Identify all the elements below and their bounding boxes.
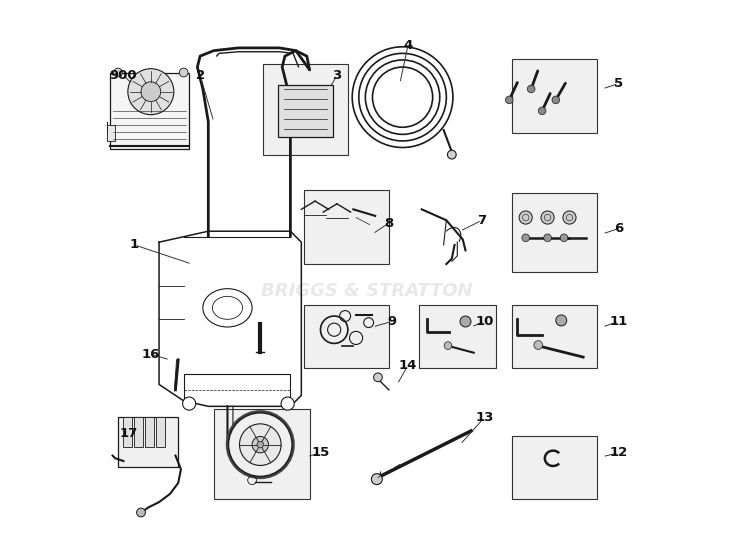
Bar (214, 409, 310, 499)
Circle shape (541, 211, 554, 224)
Circle shape (252, 437, 269, 453)
Circle shape (137, 508, 145, 517)
Circle shape (228, 413, 292, 476)
Circle shape (183, 397, 196, 410)
Bar (263, 64, 348, 155)
Text: 13: 13 (476, 411, 494, 424)
Circle shape (257, 441, 264, 448)
Circle shape (519, 211, 532, 224)
Text: 3: 3 (333, 69, 341, 82)
Circle shape (552, 96, 559, 104)
Text: 16: 16 (142, 348, 160, 361)
Circle shape (506, 96, 513, 104)
Bar (419, 305, 495, 368)
Circle shape (371, 474, 382, 485)
Bar (512, 305, 597, 368)
Circle shape (556, 315, 567, 326)
Bar (512, 437, 597, 499)
Circle shape (527, 85, 535, 93)
Bar (304, 190, 389, 264)
Circle shape (522, 234, 529, 241)
Circle shape (563, 211, 576, 224)
Circle shape (281, 397, 294, 410)
Text: 4: 4 (404, 39, 413, 52)
Bar (145, 417, 153, 447)
Text: 5: 5 (614, 77, 623, 90)
Circle shape (560, 234, 568, 241)
Text: 1: 1 (130, 238, 139, 251)
Text: BRIGGS & STRATTON: BRIGGS & STRATTON (261, 282, 473, 300)
Bar (134, 417, 142, 447)
Circle shape (141, 82, 161, 102)
Text: 9: 9 (387, 315, 396, 328)
Circle shape (444, 342, 452, 349)
Text: 900: 900 (109, 69, 137, 82)
Bar (110, 73, 189, 149)
FancyBboxPatch shape (278, 85, 333, 137)
Circle shape (239, 424, 281, 465)
Bar (107, 124, 115, 141)
Text: 12: 12 (610, 447, 628, 459)
Circle shape (544, 234, 551, 241)
Text: 11: 11 (610, 315, 628, 328)
Bar (118, 417, 178, 466)
Bar (304, 305, 389, 368)
Text: 2: 2 (195, 69, 205, 82)
Text: 17: 17 (120, 427, 138, 440)
Bar (123, 417, 131, 447)
Circle shape (534, 340, 542, 349)
Circle shape (374, 373, 382, 382)
Circle shape (179, 68, 188, 77)
Text: 7: 7 (477, 214, 487, 227)
Bar (512, 59, 597, 133)
Circle shape (114, 68, 123, 77)
Text: 10: 10 (476, 315, 494, 328)
Circle shape (128, 69, 174, 114)
Text: 14: 14 (399, 359, 417, 372)
Bar (156, 417, 164, 447)
Text: 6: 6 (614, 222, 623, 235)
Circle shape (538, 107, 546, 114)
Circle shape (460, 316, 471, 327)
Text: 8: 8 (385, 217, 393, 229)
Circle shape (448, 150, 457, 159)
Text: 15: 15 (311, 447, 330, 459)
Bar (512, 193, 597, 272)
